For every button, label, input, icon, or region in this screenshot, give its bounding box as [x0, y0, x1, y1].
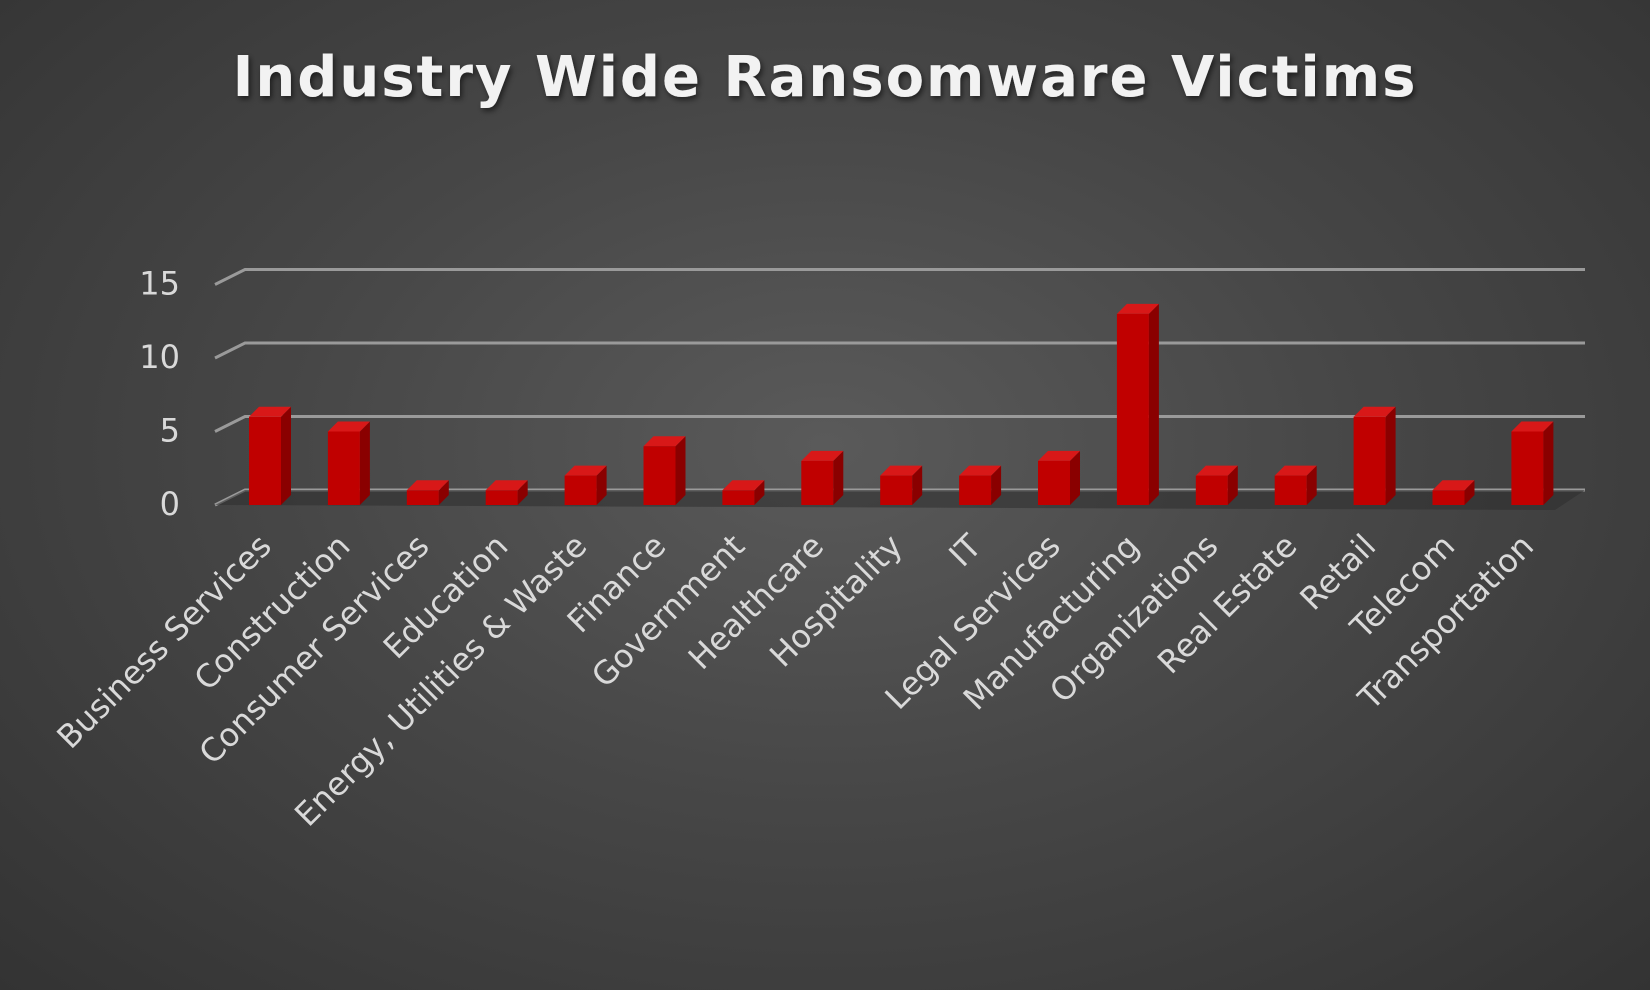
bar-top-face — [643, 436, 686, 447]
bar-front-face — [643, 446, 676, 505]
bar-top-face — [959, 465, 1002, 476]
bar-front-face — [722, 490, 755, 505]
y-tick-label: 0 — [160, 485, 180, 523]
bar — [249, 406, 291, 505]
bar — [643, 436, 686, 505]
bar — [959, 465, 1002, 505]
bar-top-face — [1195, 465, 1238, 476]
bar-front-face — [880, 475, 913, 505]
y-tick-label: 10 — [139, 338, 180, 376]
bar — [1511, 421, 1554, 505]
bar-side-face — [912, 465, 923, 505]
bar-top-face — [485, 480, 528, 491]
bar-top-face — [1038, 450, 1080, 461]
bar — [564, 465, 607, 505]
bar-side-face — [1464, 480, 1475, 505]
bar — [1116, 303, 1159, 505]
bar — [406, 480, 449, 505]
bar-side-face — [596, 465, 607, 505]
bar-top-face — [1274, 465, 1317, 476]
bar-front-face — [564, 475, 597, 505]
bar-top-face — [801, 450, 844, 461]
bar-front-face — [249, 416, 281, 505]
bar-side-face — [438, 480, 449, 505]
bar-front-face — [1274, 475, 1307, 505]
bar — [1274, 465, 1317, 505]
bar-front-face — [1511, 431, 1544, 505]
bar — [1038, 450, 1080, 505]
bar-top-face — [249, 406, 291, 417]
bar-top-face — [722, 480, 765, 491]
x-category-label: IT — [941, 526, 989, 574]
bar-side-face — [675, 436, 686, 505]
bar-front-face — [801, 460, 834, 505]
bar-top-face — [1353, 406, 1396, 417]
bar-side-face — [1543, 421, 1554, 505]
bar — [1195, 465, 1238, 505]
bar-front-face — [1038, 460, 1070, 505]
bar — [485, 480, 528, 505]
bar-front-face — [406, 490, 439, 505]
bar-top-face — [406, 480, 449, 491]
bar-front-face — [959, 475, 992, 505]
bar-side-face — [1070, 450, 1080, 505]
bar-front-face — [1353, 416, 1386, 505]
bar-side-face — [833, 450, 844, 505]
bar-side-face — [359, 421, 370, 505]
bar — [1353, 406, 1396, 505]
chart-title: Industry Wide Ransomware Victims — [233, 45, 1418, 110]
bar-front-face — [1432, 490, 1465, 505]
bar-side-face — [1227, 465, 1238, 505]
bar-side-face — [1148, 303, 1159, 505]
bar-front-face — [485, 490, 518, 505]
bar — [880, 465, 923, 505]
gridline — [214, 341, 1585, 360]
bar-front-face — [1116, 313, 1149, 505]
bar-side-face — [281, 406, 291, 505]
bar-side-face — [991, 465, 1002, 505]
bar-front-face — [1195, 475, 1228, 505]
bar — [801, 450, 844, 505]
bar-front-face — [327, 431, 360, 505]
bar-side-face — [517, 480, 528, 505]
bar-top-face — [1511, 421, 1554, 432]
bar-top-face — [1116, 303, 1159, 314]
gridline — [214, 268, 1585, 286]
bar-top-face — [327, 421, 370, 432]
y-tick-label: 5 — [160, 412, 180, 450]
y-axis-ticks: 0 5 10 15 — [139, 265, 180, 524]
y-tick-label: 15 — [139, 265, 180, 303]
bar-side-face — [1385, 406, 1396, 505]
bar — [1432, 480, 1475, 505]
bar-side-face — [1306, 465, 1317, 505]
bar-top-face — [564, 465, 607, 476]
bar-side-face — [754, 480, 765, 505]
bar-top-face — [1432, 480, 1475, 491]
bar — [722, 480, 765, 505]
bar-layer — [249, 303, 1554, 505]
bar — [327, 421, 370, 505]
bar-top-face — [880, 465, 923, 476]
